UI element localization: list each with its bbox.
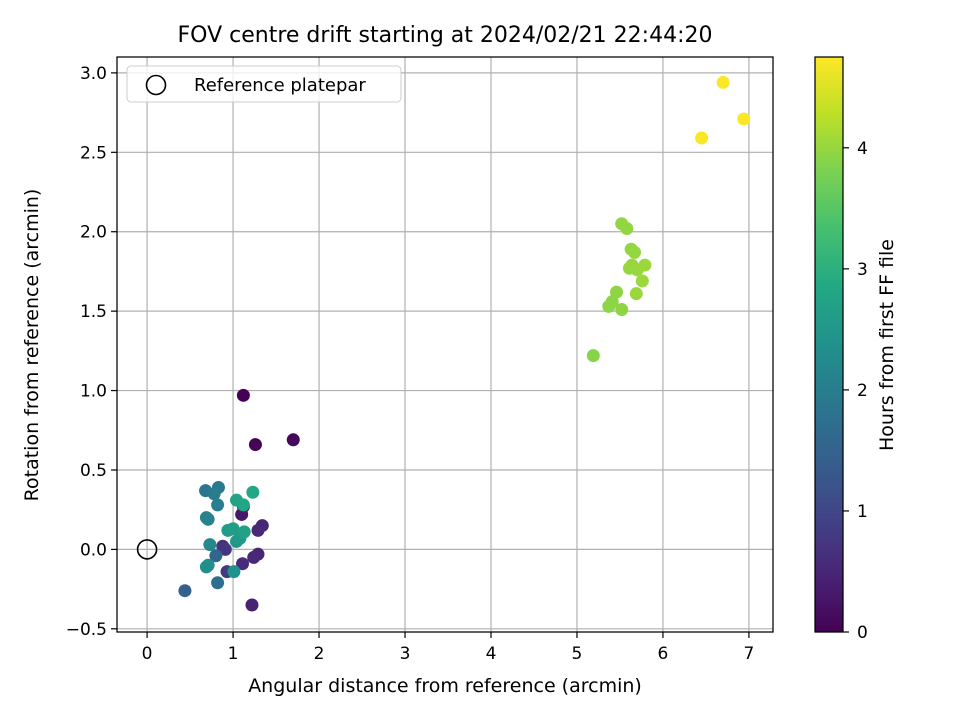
data-point xyxy=(615,303,629,317)
y-axis-label: Rotation from reference (arcmin) xyxy=(21,189,43,502)
legend: Reference platepar xyxy=(126,65,402,103)
data-point xyxy=(237,525,251,539)
data-point xyxy=(207,487,221,501)
data-point xyxy=(211,498,225,512)
data-point xyxy=(178,584,192,598)
colorbar-ticks: 0 1 2 3 4 xyxy=(843,139,868,643)
data-point xyxy=(716,75,730,89)
data-point xyxy=(227,565,241,579)
x-tick-label: 2 xyxy=(314,644,325,664)
y-tick-label: 0.5 xyxy=(80,461,107,481)
plot-frame xyxy=(116,56,774,633)
data-point xyxy=(236,388,250,402)
data-point xyxy=(695,131,709,145)
y-tick-label: 0.0 xyxy=(80,540,107,560)
data-point xyxy=(286,433,300,447)
data-point xyxy=(209,549,223,563)
x-tick-label: 6 xyxy=(658,644,669,664)
data-point xyxy=(586,349,600,363)
data-point xyxy=(245,598,259,612)
colorbar-tick-label: 3 xyxy=(857,260,868,280)
data-point xyxy=(236,498,250,512)
y-tick-label: 2.5 xyxy=(80,143,107,163)
reference-platepar-marker xyxy=(136,539,158,560)
grid-lines xyxy=(117,57,773,632)
data-point xyxy=(638,258,652,272)
data-point xyxy=(248,438,262,452)
data-point xyxy=(628,245,642,259)
colorbar-tick-label: 4 xyxy=(857,139,868,159)
x-axis-ticks: 0 1 2 3 4 5 6 7 xyxy=(142,632,755,664)
data-point xyxy=(610,285,624,299)
x-tick-label: 0 xyxy=(142,644,153,664)
colorbar: 0 1 2 3 4 Hours from first FF file xyxy=(814,56,898,643)
data-point xyxy=(629,287,643,301)
data-point xyxy=(199,560,213,574)
x-axis-label: Angular distance from reference (arcmin) xyxy=(248,675,642,697)
data-point xyxy=(201,512,215,526)
y-tick-label: 1.0 xyxy=(80,382,107,402)
colorbar-tick-label: 1 xyxy=(857,502,868,522)
data-points xyxy=(178,75,751,612)
data-point xyxy=(247,550,261,564)
legend-open-circle-icon xyxy=(145,74,167,96)
colorbar-tick-label: 2 xyxy=(857,381,868,401)
data-point xyxy=(218,542,232,556)
x-tick-label: 3 xyxy=(400,644,411,664)
data-point xyxy=(203,538,217,552)
data-point xyxy=(620,222,634,236)
colorbar-tick-label: 0 xyxy=(857,623,868,643)
data-point xyxy=(251,523,265,537)
legend-box xyxy=(126,65,402,103)
x-tick-label: 1 xyxy=(228,644,239,664)
data-point xyxy=(635,274,649,288)
colorbar-label: Hours from first FF file xyxy=(876,239,898,451)
chart-title: FOV centre drift starting at 2024/02/21 … xyxy=(178,23,713,48)
legend-label: Reference platepar xyxy=(194,75,366,96)
data-point xyxy=(737,112,751,126)
data-point xyxy=(236,557,250,571)
y-tick-label: −0.5 xyxy=(66,620,107,640)
y-axis-ticks: −0.5 0.0 0.5 1.0 1.5 2.0 2.5 3.0 xyxy=(66,64,117,640)
x-tick-label: 4 xyxy=(486,644,497,664)
y-tick-label: 1.5 xyxy=(80,302,107,322)
x-tick-label: 7 xyxy=(744,644,755,664)
x-tick-label: 5 xyxy=(572,644,583,664)
y-tick-label: 2.0 xyxy=(80,223,107,243)
colorbar-gradient xyxy=(814,56,844,633)
data-point xyxy=(211,576,225,590)
y-tick-label: 3.0 xyxy=(80,64,107,84)
data-point xyxy=(226,522,240,536)
data-point xyxy=(246,485,260,499)
